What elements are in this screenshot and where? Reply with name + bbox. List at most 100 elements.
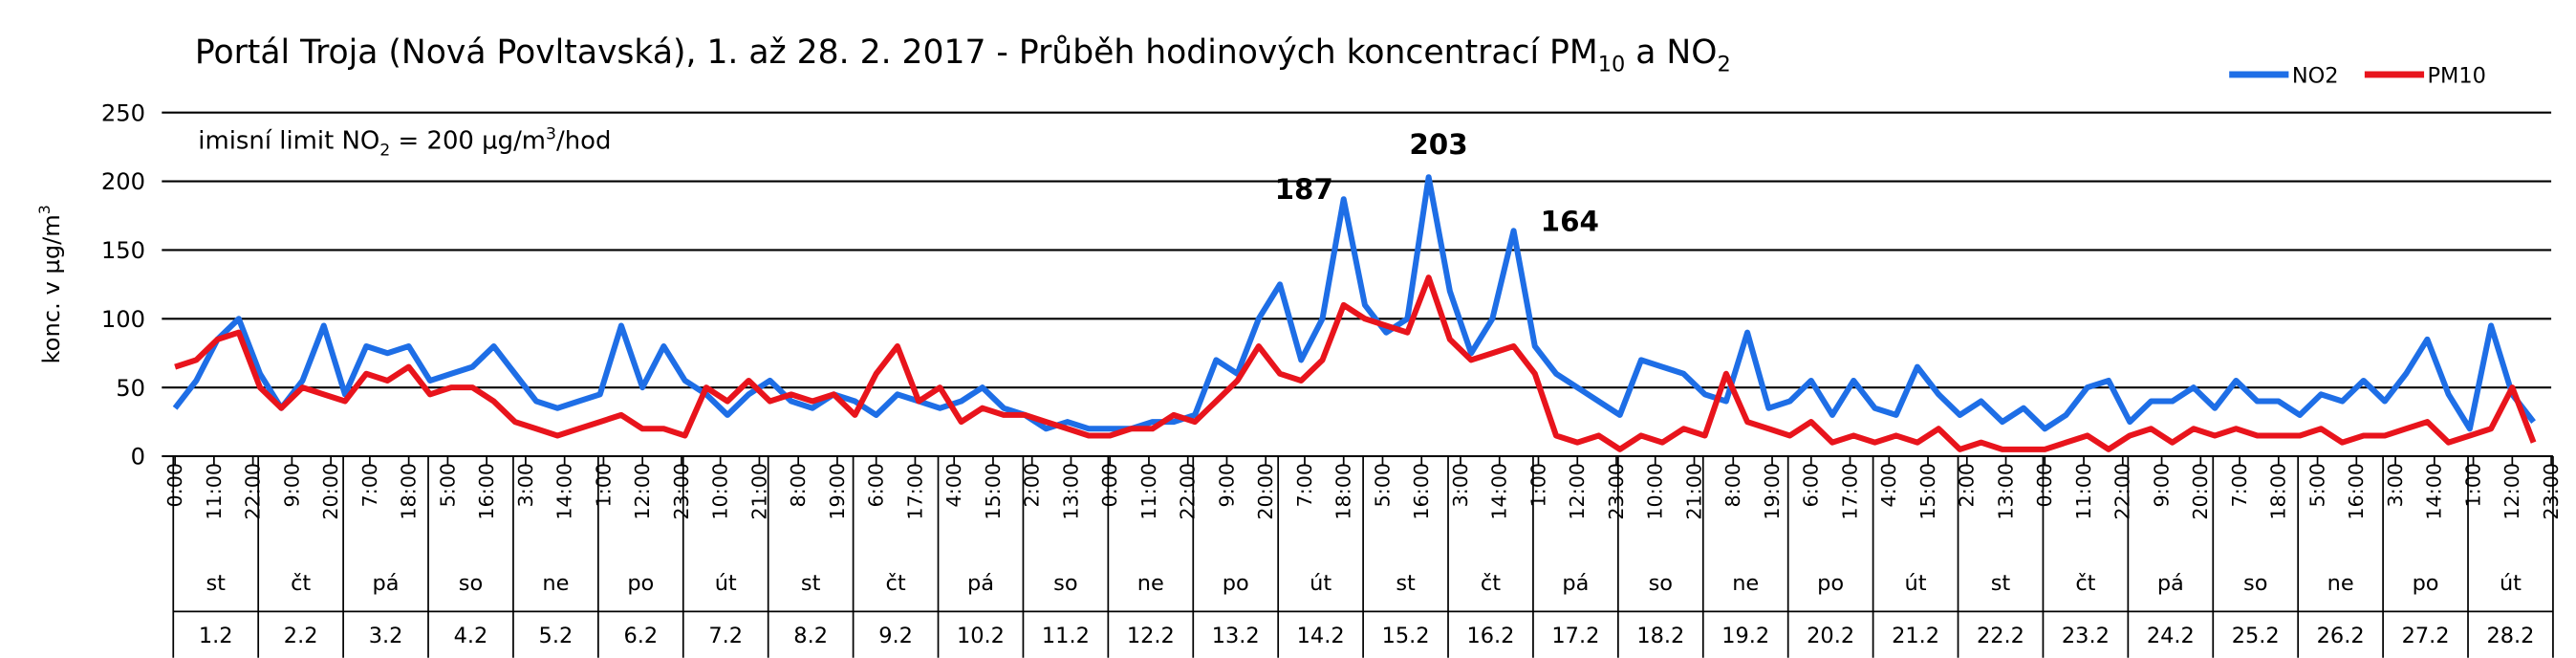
x-tick-label: 20:00 [319,463,342,520]
legend-label: NO2 [2292,64,2339,89]
date-label: 4.2 [454,624,488,648]
x-tick-label: 5:00 [2305,463,2328,508]
y-tick-label: 0 [131,444,145,471]
date-label: 20.2 [1807,624,1854,648]
date-label: 10.2 [957,624,1005,648]
legend-label: PM10 [2428,64,2486,89]
x-tick-label: 6:00 [865,463,888,508]
x-tick-label: 13:00 [1059,463,1082,520]
date-label: 6.2 [623,624,658,648]
x-tick-label: 23:00 [2540,463,2563,520]
x-tick-label: 5:00 [436,463,459,508]
date-label: 24.2 [2147,624,2195,648]
weekday-label: po [627,571,654,596]
weekday-label: čt [2075,571,2095,596]
date-label: 25.2 [2232,624,2280,648]
y-axis-label: konc. v µg/m3 [36,205,65,363]
x-tick-label: 11:00 [203,463,226,520]
x-tick-label: 10:00 [1644,463,1667,520]
x-tick-label: 1:00 [1526,463,1549,508]
date-label: 12.2 [1127,624,1175,648]
date-label: 16.2 [1466,624,1514,648]
x-tick-label: 4:00 [942,463,965,508]
ylabel-part: konc. v µg/m [38,214,65,363]
x-tick-label: 23:00 [670,463,693,520]
x-tick-label: 0:00 [163,463,186,508]
peak-label: 203 [1409,128,1467,161]
peak-label: 187 [1275,173,1333,206]
x-tick-label: 14:00 [553,463,576,520]
weekday-label: po [1223,571,1249,596]
note-part: imisní limit NO [198,127,379,156]
weekday-label: čt [1481,571,1501,596]
date-label: 3.2 [369,624,403,648]
x-tick-label: 6:00 [1800,463,1823,508]
peak-label: 164 [1541,205,1599,237]
date-label: 21.2 [1892,624,1939,648]
weekday-label: čt [885,571,905,596]
x-tick-label: 2:00 [1021,463,1044,508]
note-part: /hod [556,127,611,156]
x-tick-label: 15:00 [1916,463,1939,520]
date-label: 27.2 [2402,624,2450,648]
date-label: 28.2 [2486,624,2534,648]
date-label: 13.2 [1212,624,1260,648]
x-tick-label: 3:00 [1449,463,1472,508]
x-tick-label: 19:00 [826,463,849,520]
date-label: 15.2 [1382,624,1430,648]
weekday-label: út [715,571,737,596]
date-label: 11.2 [1042,624,1090,648]
weekday-label: čt [291,571,311,596]
x-tick-label: 12:00 [1566,463,1589,520]
x-tick-label: 18:00 [2267,463,2290,520]
weekday-label: út [1310,571,1331,596]
x-tick-label: 22:00 [2111,463,2134,520]
weekday-label: st [206,571,226,596]
title-part: 2 [1717,53,1730,77]
note-part: = 200 µg/m [390,127,546,156]
x-tick-label: 15:00 [982,463,1005,520]
weekday-label: pá [1562,571,1589,596]
weekday-label: st [801,571,821,596]
x-tick-label: 17:00 [903,463,926,520]
weekday-label: ne [1137,571,1164,596]
weekday-label: ne [542,571,569,596]
limit-note: imisní limit NO2 = 200 µg/m3/hod [198,124,611,160]
x-tick-label: 9:00 [1215,463,1238,508]
x-tick-label: 4:00 [1877,463,1900,508]
date-label: 22.2 [1977,624,2024,648]
x-tick-label: 0:00 [1098,463,1121,508]
x-tick-label: 18:00 [1332,463,1355,520]
y-tick-label: 150 [101,237,145,264]
x-tick-label: 16:00 [1410,463,1433,520]
y-tick-label: 200 [101,168,145,195]
date-label: 14.2 [1297,624,1345,648]
y-tick-label: 50 [116,375,145,402]
x-tick-label: 0:00 [2033,463,2056,508]
series-line [174,274,2537,452]
weekday-label: so [459,571,483,596]
x-tick-label: 18:00 [398,463,421,520]
x-tick-label: 20:00 [2189,463,2212,520]
x-tick-label: 5:00 [1371,463,1394,508]
x-tick-label: 7:00 [1293,463,1316,508]
x-tick-label: 10:00 [709,463,732,520]
x-tick-label: 3:00 [514,463,537,508]
weekday-label: st [1396,571,1416,596]
x-tick-label: 1:00 [592,463,615,508]
x-tick-label: 16:00 [475,463,498,520]
weekday-label: so [1649,571,1673,596]
x-tick-label: 22:00 [242,463,265,520]
x-tick-label: 13:00 [1994,463,2017,520]
x-tick-label: 12:00 [2500,463,2523,520]
weekday-label: pá [2157,571,2184,596]
weekday-label: út [1905,571,1927,596]
x-tick-label: 14:00 [1488,463,1511,520]
x-tick-label: 17:00 [1838,463,1861,520]
x-tick-label: 7:00 [2228,463,2251,508]
x-tick-label: 9:00 [280,463,303,508]
date-label: 23.2 [2062,624,2110,648]
date-label: 2.2 [284,624,318,648]
y-tick-label: 250 [101,99,145,126]
